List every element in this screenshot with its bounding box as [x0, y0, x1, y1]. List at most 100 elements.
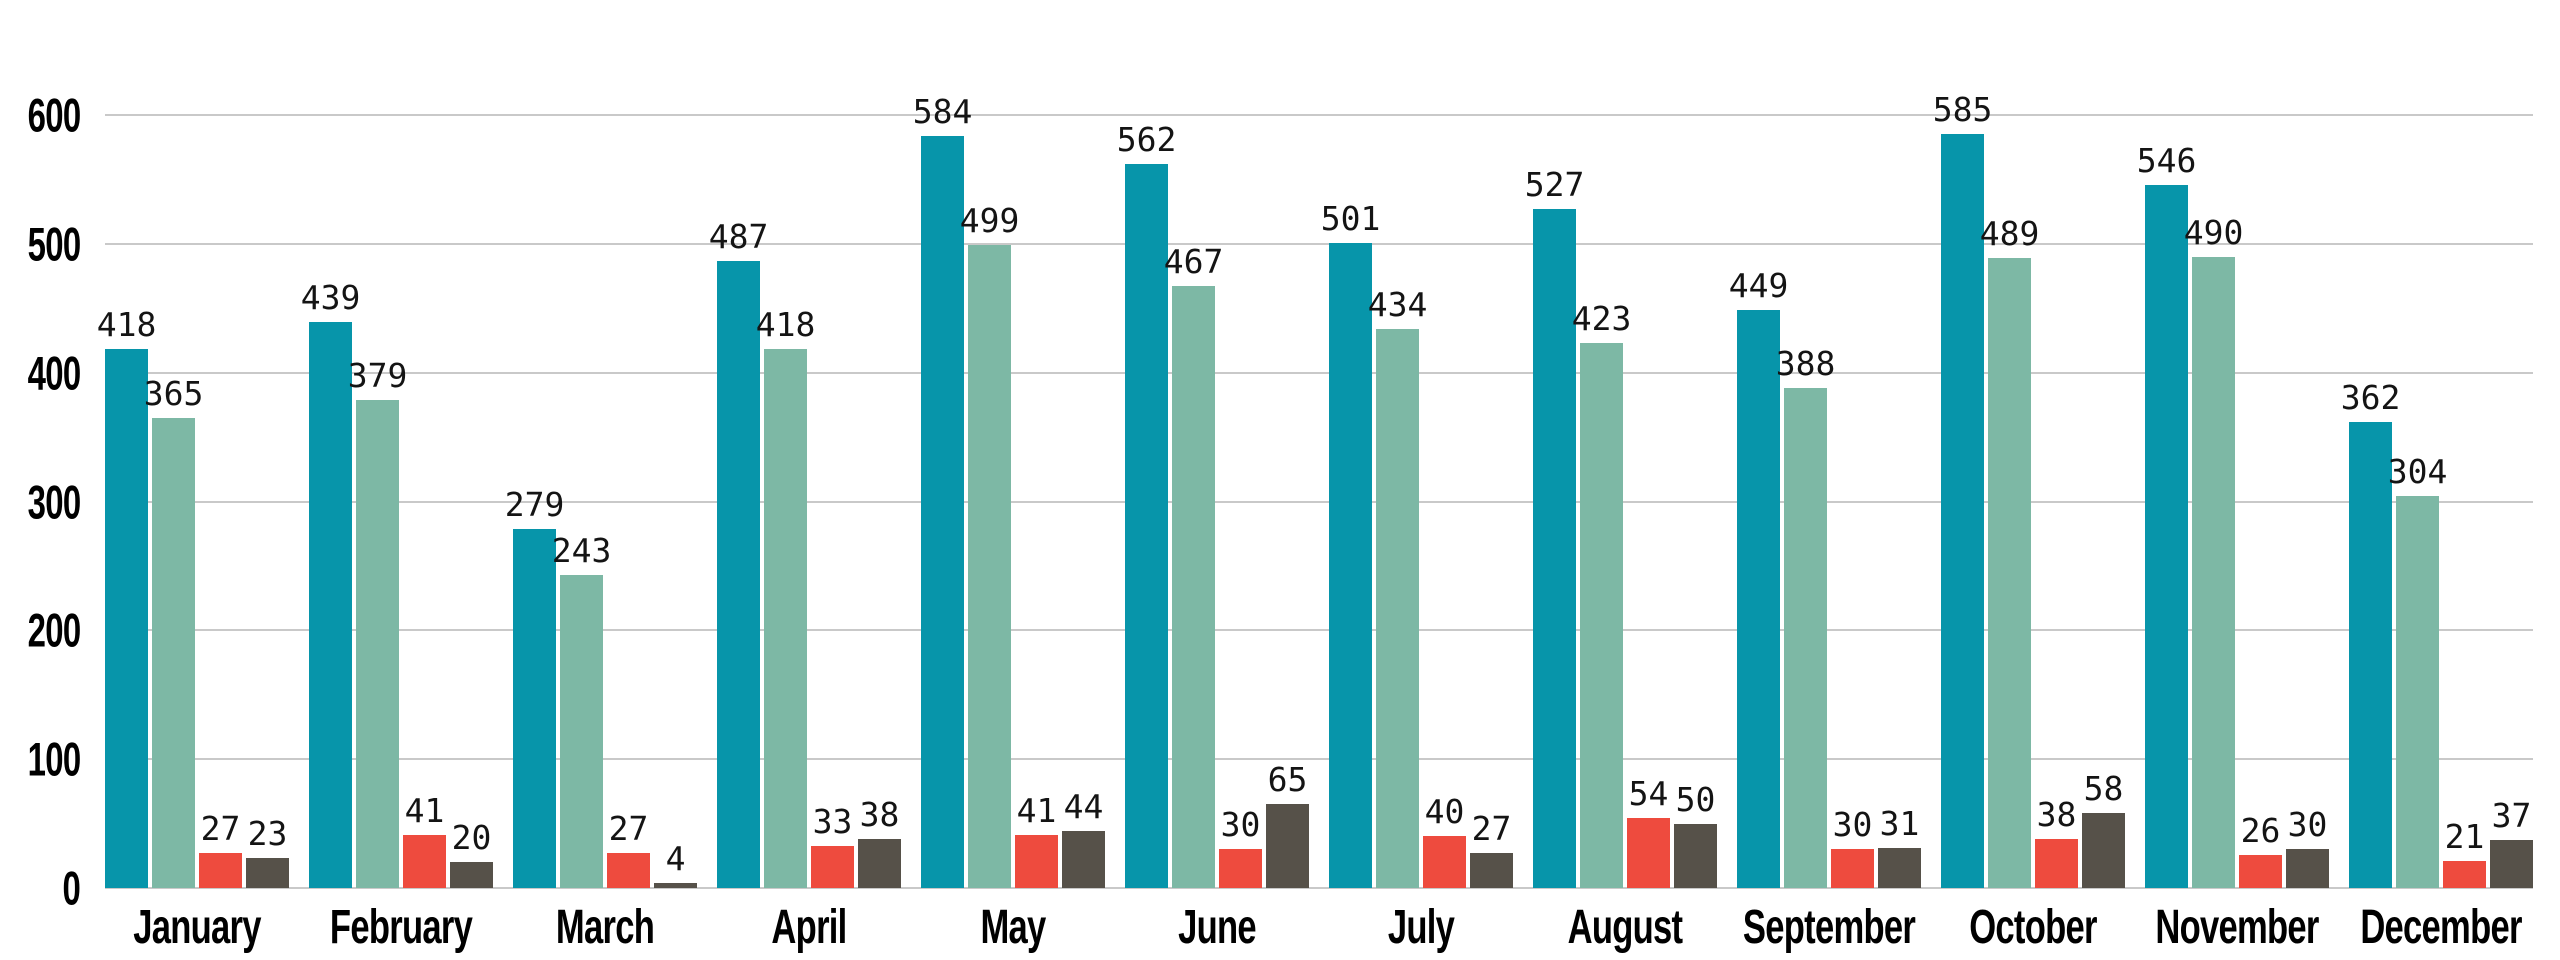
bar-col-red-july: 40 — [1423, 115, 1466, 888]
bar-col-teal-september: 449 — [1729, 115, 1788, 888]
month-label-text: May — [980, 901, 1046, 954]
value-label-sage-august: 423 — [1571, 299, 1632, 339]
value-label-dark-gray-august: 50 — [1675, 779, 1716, 819]
bar-teal-december — [2349, 421, 2392, 888]
bar-col-sage-february: 379 — [348, 115, 407, 888]
month-label-may: May — [968, 900, 1058, 955]
month-label-december: December — [2329, 900, 2553, 955]
bar-dark-gray-june — [1266, 804, 1309, 888]
bar-col-red-january: 27 — [199, 115, 242, 888]
value-label-teal-october: 585 — [1932, 90, 1993, 130]
value-label-dark-gray-october: 58 — [2083, 769, 2124, 809]
bar-col-teal-october: 585 — [1933, 93, 1992, 888]
bar-col-red-february: 41 — [403, 115, 446, 888]
bar-sage-may — [968, 245, 1011, 888]
month-label-text: April — [771, 901, 847, 954]
ytick-600: 600 — [0, 88, 80, 143]
bar-col-teal-june: 562 — [1117, 115, 1176, 888]
bar-col-dark-gray-february: 20 — [450, 115, 493, 888]
ytick-400: 400 — [0, 345, 80, 400]
value-label-dark-gray-november: 30 — [2287, 805, 2328, 845]
bar-dark-gray-october — [2082, 813, 2125, 888]
bar-teal-april — [717, 260, 760, 888]
bar-red-december — [2443, 860, 2486, 888]
value-label-teal-february: 439 — [300, 278, 361, 318]
bar-red-february — [403, 835, 446, 888]
month-group-january: 418 365 27 23 January — [97, 115, 289, 954]
bar-col-red-april: 33 — [811, 115, 854, 888]
month-group-february: 439 379 41 20 February — [301, 115, 493, 954]
bar-col-sage-september: 388 — [1776, 115, 1835, 888]
month-label-march: March — [537, 900, 673, 955]
value-label-sage-september: 388 — [1775, 344, 1836, 384]
bar-col-teal-november: 546 — [2137, 115, 2196, 888]
month-label-text: July — [1387, 901, 1455, 954]
bar-dark-gray-april — [858, 839, 901, 888]
value-label-sage-april: 418 — [755, 305, 816, 345]
value-label-dark-gray-december: 37 — [2491, 796, 2532, 836]
value-label-sage-january: 365 — [143, 373, 204, 413]
value-label-dark-gray-may: 44 — [1063, 787, 1104, 827]
value-label-dark-gray-april: 38 — [859, 795, 900, 835]
bar-teal-september — [1737, 309, 1780, 888]
ytick-500: 500 — [0, 216, 80, 271]
bar-col-dark-gray-september: 31 — [1878, 115, 1921, 888]
bar-teal-august — [1533, 209, 1576, 888]
bar-col-red-august: 54 — [1627, 115, 1670, 888]
bar-red-july — [1423, 836, 1466, 888]
value-label-sage-march: 243 — [551, 530, 612, 570]
ytick-label: 0 — [62, 861, 80, 915]
month-label-october: October — [1944, 900, 2121, 955]
ytick-0: 0 — [0, 861, 80, 916]
ytick-label: 500 — [27, 217, 80, 271]
bar-col-red-march: 27 — [607, 115, 650, 888]
gridline-0 — [105, 887, 2533, 889]
y-axis: 0 100 200 300 400 500 600 — [0, 89, 80, 915]
value-label-red-february: 41 — [404, 791, 445, 831]
value-label-teal-november: 546 — [2136, 140, 2197, 180]
gridlines-layer — [105, 114, 2533, 889]
value-label-red-september: 30 — [1832, 805, 1873, 845]
value-label-red-june: 30 — [1220, 805, 1261, 845]
bar-col-dark-gray-may: 44 — [1062, 115, 1105, 888]
value-label-teal-september: 449 — [1728, 265, 1789, 305]
bar-sage-june — [1172, 286, 1215, 888]
month-group-august: 527 423 54 50 August — [1525, 115, 1717, 954]
month-label-text: November — [2155, 901, 2319, 954]
ytick-label: 100 — [27, 732, 80, 786]
bar-teal-june — [1125, 163, 1168, 888]
bar-col-dark-gray-october: 58 — [2082, 115, 2125, 888]
month-label-text: September — [1742, 901, 1916, 954]
bar-sage-december — [2396, 496, 2439, 888]
bar-sage-august — [1580, 343, 1623, 888]
bar-col-teal-december: 362 — [2341, 115, 2400, 888]
ytick-label: 400 — [27, 346, 80, 400]
month-group-july: 501 434 40 27 July — [1321, 115, 1513, 954]
bar-dark-gray-february — [450, 862, 493, 888]
bar-col-sage-march: 243 — [552, 115, 611, 888]
bar-dark-gray-march — [654, 882, 697, 888]
month-label-september: September — [1709, 900, 1948, 955]
gridline-200 — [105, 629, 2533, 632]
month-group-october: 585 489 38 58 October — [1933, 93, 2125, 954]
bar-sage-october — [1988, 258, 2031, 888]
month-group-april: 487 418 33 38 April — [709, 115, 901, 954]
month-group-march: 279 243 27 4 March — [505, 115, 697, 954]
value-label-teal-july: 501 — [1320, 198, 1381, 238]
bar-red-september — [1831, 849, 1874, 888]
bar-dark-gray-august — [1674, 823, 1717, 888]
value-label-red-july: 40 — [1424, 792, 1465, 832]
value-label-dark-gray-september: 31 — [1879, 804, 1920, 844]
value-label-teal-april: 487 — [708, 216, 769, 256]
month-label-january: January — [108, 900, 285, 955]
bar-col-teal-may: 584 — [913, 95, 972, 888]
value-label-dark-gray-july: 27 — [1471, 809, 1512, 849]
bar-dark-gray-may — [1062, 831, 1105, 888]
month-label-november: November — [2124, 900, 2351, 955]
value-label-teal-march: 279 — [504, 484, 565, 524]
bar-red-october — [2035, 839, 2078, 888]
bar-red-may — [1015, 835, 1058, 888]
bar-sage-april — [764, 349, 807, 888]
bar-dark-gray-december — [2490, 840, 2533, 888]
bar-col-red-june: 30 — [1219, 115, 1262, 888]
